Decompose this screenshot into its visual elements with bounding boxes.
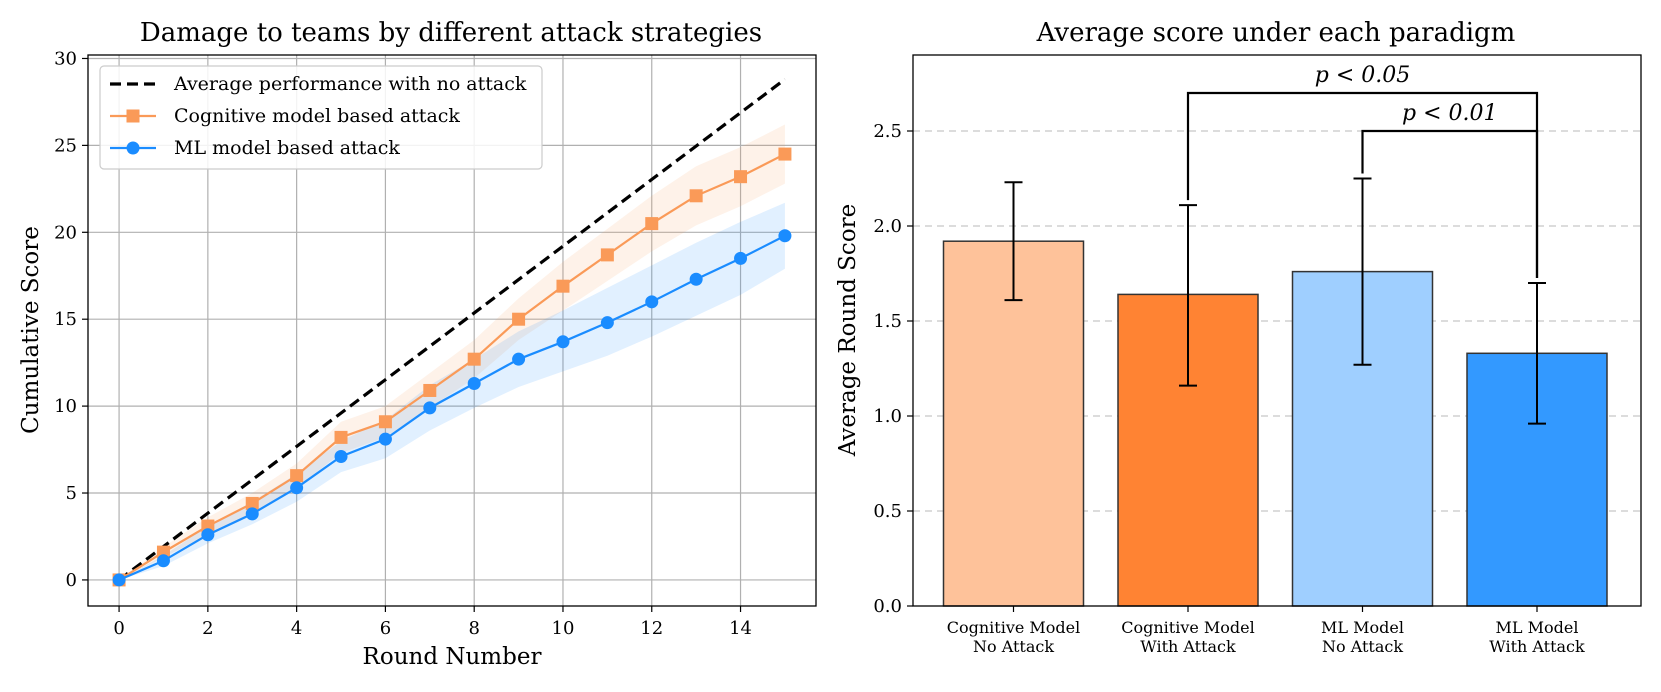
series-line-2 <box>118 234 786 581</box>
y-tick-label: 2.0 <box>873 216 902 237</box>
y-tick-label: 0 <box>66 570 77 591</box>
y-tick-label: 0.5 <box>873 501 902 522</box>
data-point-square <box>245 496 259 510</box>
data-point-circle <box>512 352 526 366</box>
legend-marker-square <box>126 109 140 123</box>
data-point-circle <box>645 295 659 309</box>
legend-label-1: Cognitive model based attack <box>174 105 460 127</box>
data-point-circle <box>600 316 614 330</box>
data-point-circle <box>556 335 570 349</box>
x-tick-label: 2 <box>202 618 213 639</box>
data-point-circle <box>201 528 215 542</box>
data-point-circle <box>334 450 348 464</box>
y-tick-label: 1.5 <box>873 311 902 332</box>
line-chart-frame <box>87 54 817 607</box>
bar-chart-title: Average score under each paradigm <box>1036 18 1516 48</box>
significance-label-1: p < 0.01 <box>1402 101 1498 126</box>
data-point-square <box>290 469 304 483</box>
category-label-line2: No Attack <box>1322 637 1403 656</box>
data-point-circle <box>245 507 259 521</box>
data-point-square <box>645 217 659 231</box>
data-point-square <box>556 279 570 293</box>
line-chart-x-axis-label: Round Number <box>363 644 542 670</box>
x-tick-label: 12 <box>640 618 663 639</box>
bar-chart-panel: Average score under each paradigm p < 0.… <box>835 18 1642 656</box>
confidence-band-2 <box>119 202 785 580</box>
y-tick-label: 25 <box>54 135 77 156</box>
category-label-line2: No Attack <box>973 637 1054 656</box>
y-tick-label: 30 <box>54 48 77 69</box>
category-label-line1: ML Model <box>1321 618 1404 637</box>
line-chart-y-axis-label: Cumulative Score <box>18 226 44 434</box>
y-tick-label: 5 <box>66 483 77 504</box>
legend-label-2: ML model based attack <box>174 137 400 159</box>
y-tick-label: 1.0 <box>873 406 902 427</box>
data-point-square <box>600 248 614 262</box>
line-chart-panel: Damage to teams by different attack stra… <box>18 18 817 670</box>
legend-label-0: Average performance with no attack <box>173 73 527 95</box>
bar-chart-y-axis-label: Average Round Score <box>835 204 861 458</box>
y-tick-label: 0.0 <box>873 596 902 617</box>
significance-bracket-1 <box>1361 129 1539 278</box>
category-label-line1: Cognitive Model <box>947 618 1081 637</box>
significance-label-0: p < 0.05 <box>1315 63 1411 88</box>
line-chart-series <box>112 78 792 587</box>
x-tick-label: 8 <box>468 618 479 639</box>
line-chart-bands <box>119 124 785 580</box>
line-chart-legend: Average performance with no attack Cognit… <box>99 65 543 170</box>
y-tick-label: 10 <box>54 396 77 417</box>
data-point-circle <box>156 554 170 568</box>
data-point-square <box>778 147 792 161</box>
series-line-0 <box>118 78 786 582</box>
bar-chart-significance: p < 0.05 p < 0.01 <box>1186 63 1539 278</box>
y-tick-label: 2.5 <box>873 121 902 142</box>
y-tick-label: 20 <box>54 222 77 243</box>
data-point-square <box>467 352 481 366</box>
data-point-square <box>512 312 526 326</box>
x-tick-label: 0 <box>113 618 124 639</box>
bar-chart-frame <box>912 54 1642 607</box>
x-tick-label: 10 <box>552 618 575 639</box>
bar-chart-bars <box>942 240 1608 607</box>
confidence-band-1 <box>119 124 785 580</box>
data-point-square <box>689 189 703 203</box>
data-point-circle <box>689 272 703 286</box>
data-point-square <box>334 430 348 444</box>
legend-marker-circle <box>126 141 140 155</box>
data-point-circle <box>467 377 481 391</box>
category-label-line1: ML Model <box>1496 618 1579 637</box>
data-point-circle <box>423 401 437 415</box>
x-tick-label: 4 <box>291 618 302 639</box>
x-tick-label: 14 <box>729 618 752 639</box>
series-line-1 <box>118 153 786 581</box>
data-point-square <box>378 415 392 429</box>
data-point-square <box>423 383 437 397</box>
data-point-circle <box>378 432 392 446</box>
category-label-line1: Cognitive Model <box>1121 618 1255 637</box>
x-tick-label: 6 <box>380 618 391 639</box>
bar-0 <box>942 240 1085 607</box>
data-point-circle <box>290 481 304 495</box>
category-label-line2: With Attack <box>1489 637 1585 656</box>
data-point-circle <box>112 573 126 587</box>
category-label-line2: With Attack <box>1140 637 1236 656</box>
line-chart-ticks: 0 2 4 6 8 10 12 14 0 5 10 15 20 25 30 <box>54 48 752 639</box>
line-chart-title: Damage to teams by different attack stra… <box>140 18 762 48</box>
bar-chart-error-bars <box>1004 177 1546 425</box>
data-point-circle <box>734 251 748 265</box>
data-point-circle <box>778 229 792 243</box>
legend-box <box>99 65 543 170</box>
y-tick-label: 15 <box>54 309 77 330</box>
data-point-square <box>734 170 748 184</box>
